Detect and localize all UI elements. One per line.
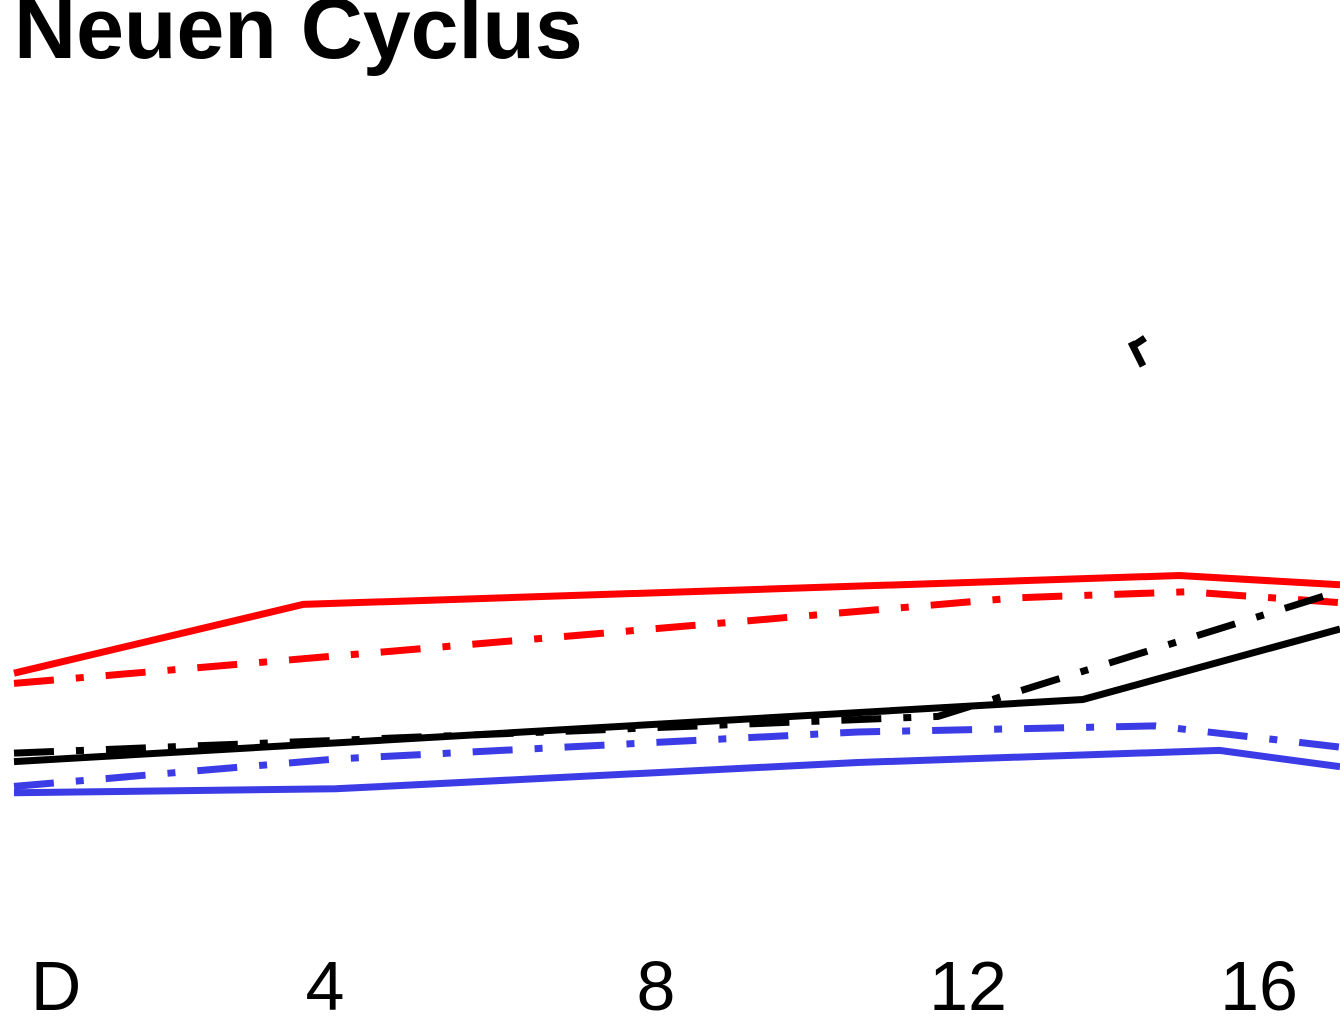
x-tick-label: D (31, 947, 82, 1018)
annotation-mark (1127, 335, 1147, 368)
x-tick-label: 8 (637, 947, 676, 1018)
chart-title: Neuen Cyclus (14, 0, 583, 77)
series-line-5 (13, 722, 1340, 790)
series-layer (13, 335, 1340, 797)
x-tick-label: 12 (929, 947, 1007, 1018)
series-line-4 (13, 625, 1340, 766)
x-tick-label: 16 (1220, 947, 1298, 1018)
series-line-6 (13, 746, 1340, 797)
x-tick-label: 4 (306, 947, 345, 1018)
series-line-1 (13, 571, 1340, 677)
series-line-2 (13, 588, 1340, 687)
x-axis-tick-labels: D 4 8 12 16 (31, 947, 1298, 1018)
